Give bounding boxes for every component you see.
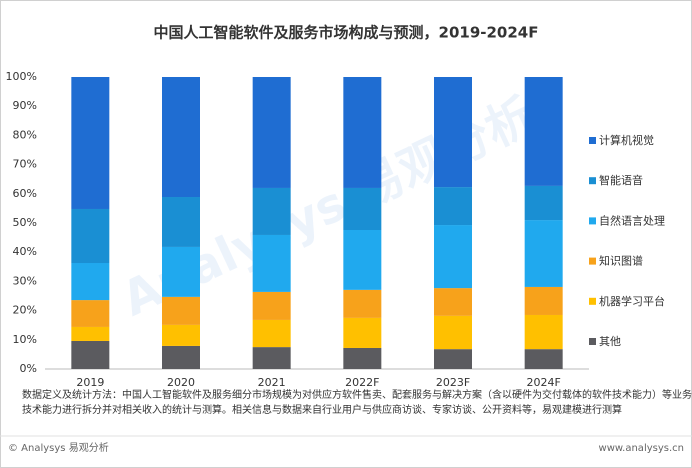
- bar-segment: [162, 324, 200, 346]
- bar-segment: [524, 185, 563, 221]
- legend-label: 机器学习平台: [599, 294, 665, 308]
- y-tick-label: 30%: [13, 274, 37, 287]
- website: www.analysys.cn: [599, 443, 684, 454]
- bar-segment: [252, 187, 291, 235]
- bar-segment: [71, 77, 110, 209]
- bar-segment: [343, 230, 382, 290]
- y-tick-label: 100%: [6, 70, 37, 83]
- y-tick-label: 0%: [20, 362, 37, 375]
- bar-segment: [71, 340, 110, 369]
- bar-segment: [434, 288, 472, 316]
- bar-segment: [71, 300, 110, 327]
- legend-swatch: [589, 137, 596, 144]
- legend-label: 其他: [599, 335, 621, 348]
- y-tick-label: 90%: [13, 99, 37, 112]
- bar-segment: [524, 349, 563, 369]
- bar-segment: [434, 349, 472, 369]
- bar-segment: [162, 246, 200, 297]
- bar-segment: [343, 317, 382, 348]
- legend-swatch: [589, 297, 596, 305]
- legend-label: 计算机视觉: [599, 133, 654, 147]
- bar-segment: [162, 296, 200, 325]
- bar-segment: [524, 286, 563, 315]
- note-line: 技术能力进行拆分并对相关收入的统计与测算。相关信息与数据来自行业用户与供应商访谈…: [22, 403, 622, 416]
- bar-segment: [71, 208, 110, 264]
- bar-segment: [252, 291, 291, 320]
- legend-swatch: [589, 257, 596, 265]
- x-tick-label: 2022F: [345, 376, 379, 389]
- y-tick-label: 80%: [13, 128, 37, 141]
- bar-segment: [434, 225, 472, 289]
- bar-segment: [434, 187, 472, 226]
- bar-segment: [252, 347, 291, 369]
- bar-segment: [434, 77, 472, 188]
- x-tick-label: 2019: [76, 376, 104, 389]
- bar-segment: [252, 77, 291, 188]
- x-tick-label: 2021: [258, 376, 286, 389]
- bar-segment: [162, 345, 200, 369]
- y-tick-label: 50%: [13, 216, 37, 229]
- y-tick-label: 40%: [13, 245, 37, 258]
- legend-label: 自然语言处理: [599, 213, 665, 227]
- bar-segment: [343, 77, 382, 188]
- legend-label: 知识图谱: [599, 254, 643, 268]
- bar-segment: [162, 77, 200, 198]
- legend-swatch: [589, 338, 596, 345]
- bar-segment: [252, 234, 291, 292]
- bar-segment: [162, 197, 200, 247]
- chart-title: 中国人工智能软件及服务市场构成与预测，2019-2024F: [154, 24, 539, 42]
- y-tick-label: 20%: [13, 304, 37, 317]
- bar-segment: [343, 187, 382, 231]
- bar-segment: [524, 314, 563, 350]
- bar-segment: [71, 326, 110, 341]
- legend-swatch: [589, 177, 596, 185]
- source: © Analysys 易观分析: [8, 441, 109, 454]
- legend-label: 智能语音: [599, 173, 643, 187]
- bar-segment: [524, 77, 563, 186]
- bar-segment: [434, 315, 472, 350]
- x-tick-label: 2023F: [436, 376, 470, 389]
- y-tick-label: 60%: [13, 187, 37, 200]
- bar-segment: [252, 319, 291, 348]
- x-tick-label: 2020: [167, 376, 195, 389]
- note-line: 数据定义及统计方法：中国人工智能软件及服务细分市场规模为对供应方软件售卖、配套服…: [22, 388, 692, 401]
- bar-segment: [71, 263, 110, 301]
- bar-segment: [524, 220, 563, 287]
- y-tick-label: 70%: [13, 158, 37, 171]
- y-tick-label: 10%: [13, 333, 37, 346]
- x-tick-label: 2024F: [527, 376, 561, 389]
- bar-segment: [343, 347, 382, 369]
- legend-swatch: [589, 217, 596, 225]
- bar-segment: [343, 289, 382, 318]
